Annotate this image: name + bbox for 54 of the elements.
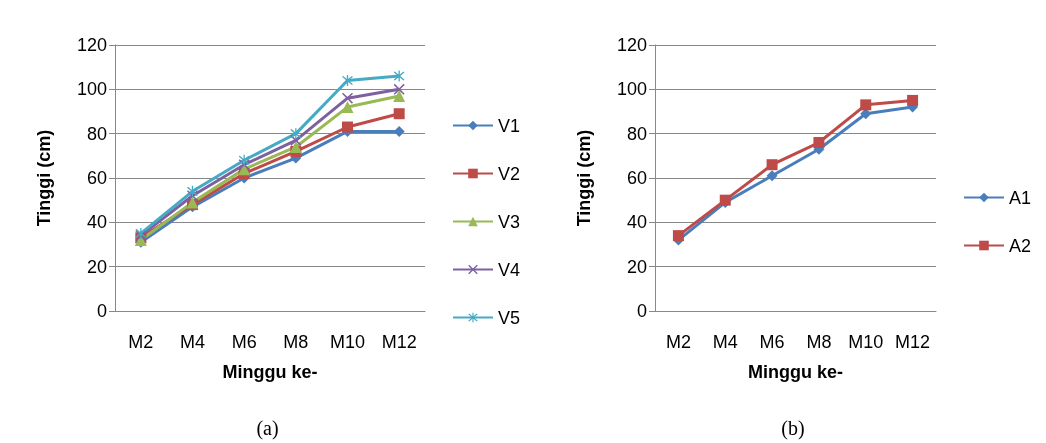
point: [393, 108, 405, 120]
legend-label: V5: [497, 307, 521, 328]
y-tick-label: 60: [86, 168, 107, 188]
y-axis-title: Tinggi (cm): [574, 129, 594, 227]
y-tick-label: 20: [626, 256, 647, 277]
x-axis-title: Minggu ke-: [748, 362, 843, 382]
point: [766, 159, 778, 171]
x-tick-label: M10: [329, 332, 366, 352]
x-tick-label: M12: [381, 332, 417, 352]
point: [289, 140, 302, 153]
x-tick-label: M6: [231, 332, 257, 352]
x-tick-label: M12: [895, 332, 931, 352]
point: [393, 83, 405, 95]
point: [342, 92, 353, 104]
point: [342, 74, 353, 86]
point: [393, 89, 406, 102]
x-tick-label: M2: [128, 332, 154, 352]
x-tick-label: M10: [848, 332, 884, 352]
y-tick-label: 100: [76, 79, 107, 100]
y-axis-title: Tinggi (cm): [34, 129, 54, 227]
point: [238, 154, 250, 166]
x-tick-label: M2: [665, 332, 691, 352]
x-tick-label: M6: [759, 332, 785, 352]
y-tick-label: 40: [626, 212, 647, 233]
point: [342, 121, 353, 133]
legend-label: V2: [497, 163, 521, 184]
text: (b): [781, 417, 805, 440]
text: (a): [256, 417, 279, 440]
point: [766, 170, 778, 182]
x-tick-label: M4: [712, 332, 738, 352]
x-tick-label: M8: [806, 332, 832, 352]
legend-label: A1: [1008, 187, 1032, 208]
y-tick-label: 80: [626, 123, 647, 144]
y-tick-label: 80: [86, 123, 107, 144]
y-tick-label: 60: [626, 168, 647, 188]
y-tick-label: 0: [636, 301, 647, 321]
y-tick-label: 120: [76, 35, 107, 55]
point: [341, 101, 354, 114]
point: [672, 230, 684, 242]
legend-label: V1: [497, 115, 521, 136]
legend-label: V4: [497, 259, 521, 280]
legend-label: V3: [497, 211, 521, 232]
x-tick-label: M4: [179, 332, 206, 352]
point: [907, 94, 919, 106]
y-tick-label: 40: [86, 212, 107, 233]
y-tick-label: 100: [616, 79, 647, 100]
y-tick-label: 0: [96, 301, 107, 321]
x-tick-label: M8: [283, 332, 309, 352]
legend-label: A2: [1008, 235, 1032, 256]
x-axis-title: Minggu ke-: [222, 362, 318, 382]
point: [860, 99, 872, 111]
point: [813, 137, 825, 149]
y-tick-label: 20: [86, 256, 107, 277]
y-tick-label: 120: [616, 35, 647, 55]
